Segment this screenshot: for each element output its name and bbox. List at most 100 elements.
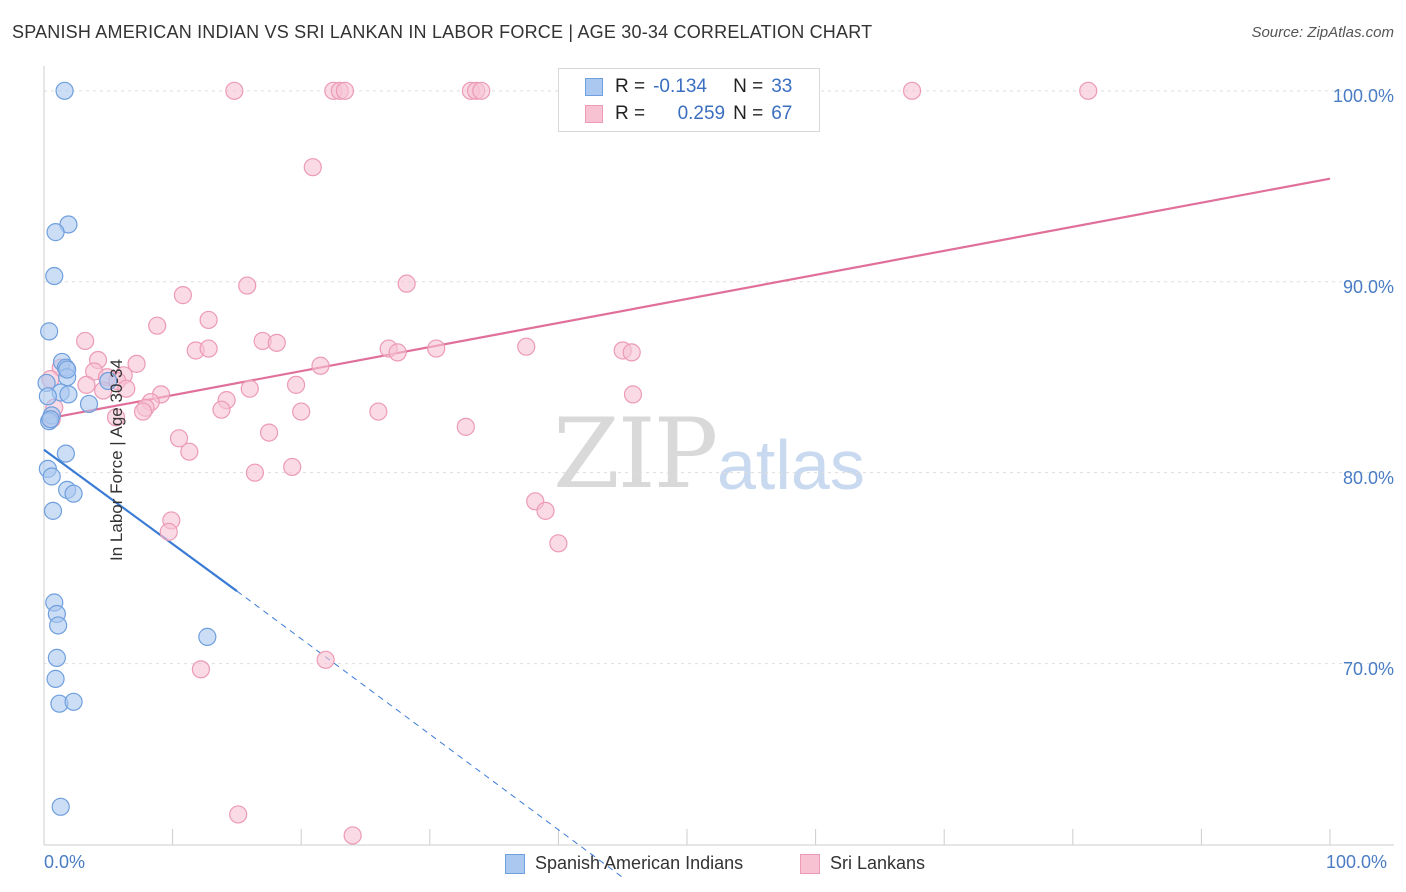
legend-r-label: R = [615, 76, 646, 97]
point-sri-lankan [169, 429, 189, 448]
point-sri-lankan [536, 501, 555, 520]
data-points [37, 81, 1098, 845]
source-label: Source: ZipAtlas.com [1251, 24, 1394, 41]
point-sri-lankan [427, 339, 446, 358]
trend-lines [43, 177, 1331, 878]
bottom-legend-swatch-pink [800, 853, 820, 874]
bottom-legend-spanish-american-indians: Spanish American Indians [505, 853, 743, 874]
legend-n-value: 67 [771, 103, 793, 124]
point-sri-lankan [343, 826, 362, 845]
legend-n-value: 33 [771, 76, 793, 97]
point-spanish-american-indian [43, 501, 63, 520]
point-sri-lankan [286, 375, 306, 394]
point-sri-lankan [240, 379, 259, 398]
point-sri-lankan [238, 276, 257, 295]
trend-line-spanish-american-indians [43, 448, 238, 592]
point-sri-lankan [335, 81, 355, 100]
legend-r-label: R = [615, 103, 646, 124]
x-tick-0: 0.0% [44, 852, 86, 872]
point-spanish-american-indian [46, 669, 65, 688]
point-sri-lankan [180, 442, 199, 461]
point-sri-lankan [623, 385, 643, 404]
bottom-legend-sri-lankans: Sri Lankans [800, 853, 925, 874]
point-sri-lankan [212, 400, 231, 419]
legend-swatch-blue [585, 78, 603, 96]
point-sri-lankan [76, 331, 95, 351]
trend-line-sri-lankans [43, 177, 1331, 421]
point-sri-lankan [77, 375, 96, 394]
point-spanish-american-indian [42, 467, 61, 486]
point-spanish-american-indian [59, 385, 78, 404]
point-spanish-american-indian [47, 648, 66, 667]
point-sri-lankan [106, 408, 126, 427]
point-spanish-american-indian [38, 387, 57, 406]
point-sri-lankan [622, 343, 641, 362]
point-sri-lankan [267, 333, 286, 352]
point-sri-lankan [127, 354, 146, 373]
point-spanish-american-indian [51, 797, 70, 816]
x-tick-100: 100.0% [1326, 852, 1388, 872]
y-axis-label: In Labor Force | Age 30-34 [106, 359, 126, 561]
point-sri-lankan [199, 310, 218, 330]
point-spanish-american-indian [46, 223, 65, 242]
point-sri-lankan [517, 337, 536, 356]
point-sri-lankan [225, 81, 244, 100]
legend-swatch-pink [585, 105, 603, 123]
point-spanish-american-indian [58, 360, 77, 379]
point-spanish-american-indian [64, 692, 83, 711]
point-sri-lankan [316, 650, 335, 669]
point-sri-lankan [456, 417, 475, 436]
point-sri-lankan [159, 522, 178, 541]
y-tick-70: 70.0% [1342, 659, 1394, 679]
legend-n-label: N = [733, 103, 764, 124]
bottom-legend-label: Sri Lankans [830, 853, 926, 873]
gridlines [44, 90, 1394, 665]
watermark-atlas: atlas [717, 426, 865, 504]
point-sri-lankan [133, 402, 153, 421]
y-tick-80: 80.0% [1342, 468, 1394, 488]
point-sri-lankan [229, 805, 248, 824]
trend-line-extension-spanish-american-indians [236, 590, 623, 878]
point-sri-lankan [472, 81, 491, 100]
legend-row-spanish-american-indians: R = -0.134 N = 33 [559, 74, 792, 100]
point-sri-lankan [148, 316, 167, 335]
point-sri-lankan [283, 457, 302, 477]
point-spanish-american-indian [49, 616, 68, 635]
point-spanish-american-indian [79, 394, 99, 414]
point-sri-lankan [1079, 81, 1098, 100]
legend-r-value: -0.134 [653, 76, 707, 97]
point-sri-lankan [397, 274, 416, 293]
bottom-legend-swatch-blue [505, 853, 525, 874]
point-spanish-american-indian [99, 371, 118, 391]
correlation-legend: R = -0.134 N = 33 R = 0.259 N = 67 [558, 68, 820, 132]
axes [43, 66, 1394, 846]
point-sri-lankan [292, 402, 311, 421]
bottom-legend-label: Spanish American Indians [535, 853, 744, 873]
point-sri-lankan [173, 286, 192, 305]
chart-title: SPANISH AMERICAN INDIAN VS SRI LANKAN IN… [12, 22, 873, 42]
legend-row-sri-lankans: R = 0.259 N = 67 [559, 101, 792, 127]
point-sri-lankan [117, 379, 136, 398]
point-sri-lankan [199, 339, 218, 358]
point-spanish-american-indian [64, 484, 83, 503]
point-spanish-american-indian [41, 410, 60, 429]
legend-n-label: N = [733, 76, 764, 97]
point-spanish-american-indian [56, 444, 75, 463]
point-spanish-american-indian [45, 266, 64, 286]
point-spanish-american-indian [55, 81, 74, 100]
y-tick-100: 100.0% [1332, 86, 1394, 106]
point-spanish-american-indian [198, 627, 217, 646]
point-sri-lankan [303, 158, 322, 177]
point-sri-lankan [245, 463, 265, 482]
point-sri-lankan [388, 343, 407, 362]
point-spanish-american-indian [40, 322, 59, 341]
point-sri-lankan [902, 81, 922, 100]
legend-r-value: 0.259 [677, 103, 726, 124]
point-sri-lankan [311, 356, 330, 375]
point-sri-lankan [259, 423, 279, 442]
point-sri-lankan [369, 402, 388, 421]
y-tick-90: 90.0% [1342, 277, 1394, 297]
watermark-zip: ZIP [553, 398, 718, 510]
point-sri-lankan [549, 534, 568, 553]
